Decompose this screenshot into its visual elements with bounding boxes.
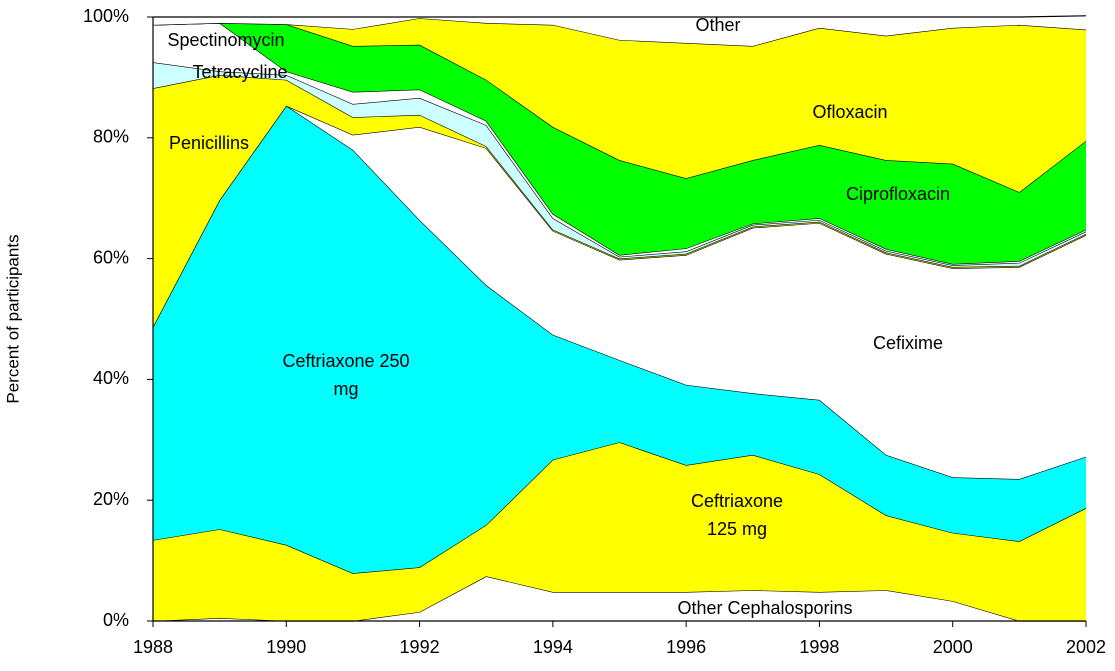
x-tick-label: 2002 [1066, 637, 1106, 657]
series-label: Other Cephalosporins [677, 598, 853, 618]
x-tick-label: 1990 [266, 637, 306, 657]
series-label: Spectinomycin [167, 30, 285, 50]
y-tick-label: 0% [103, 610, 129, 630]
series-label: Ceftriaxone 125 mg [690, 491, 784, 539]
x-tick-label: 2000 [933, 637, 973, 657]
x-tick-label: 1994 [533, 637, 573, 657]
x-tick-label: 1988 [133, 637, 173, 657]
area [153, 74, 1086, 327]
y-tick-label: 20% [93, 489, 129, 509]
series-label: Ceftriaxone 250 mg [282, 351, 410, 399]
y-axis-title: Percent of participants [3, 234, 22, 403]
area [153, 576, 1086, 621]
area [153, 23, 1086, 265]
series-label: Penicillins [168, 133, 250, 153]
x-tick-label: 1996 [666, 637, 706, 657]
area-edge [153, 15, 1087, 18]
area [153, 62, 1086, 268]
area [153, 105, 1086, 480]
area [153, 23, 1086, 266]
series-label: Cefixime [872, 333, 943, 353]
series-label: Tetracycline [192, 62, 288, 82]
y-tick-label: 60% [93, 247, 129, 267]
y-tick-label: 80% [93, 127, 129, 147]
series-label: Ciprofloxacin [845, 184, 951, 204]
area [153, 18, 1086, 193]
x-tick-label: 1992 [400, 637, 440, 657]
area [153, 105, 1086, 574]
y-tick-label: 40% [93, 368, 129, 388]
y-tick-label: 100% [83, 6, 129, 26]
area [153, 442, 1086, 621]
series-label: Ofloxacin [812, 102, 888, 122]
x-tick-label: 1998 [799, 637, 839, 657]
series-label: Other [695, 15, 741, 35]
area [153, 15, 1086, 46]
